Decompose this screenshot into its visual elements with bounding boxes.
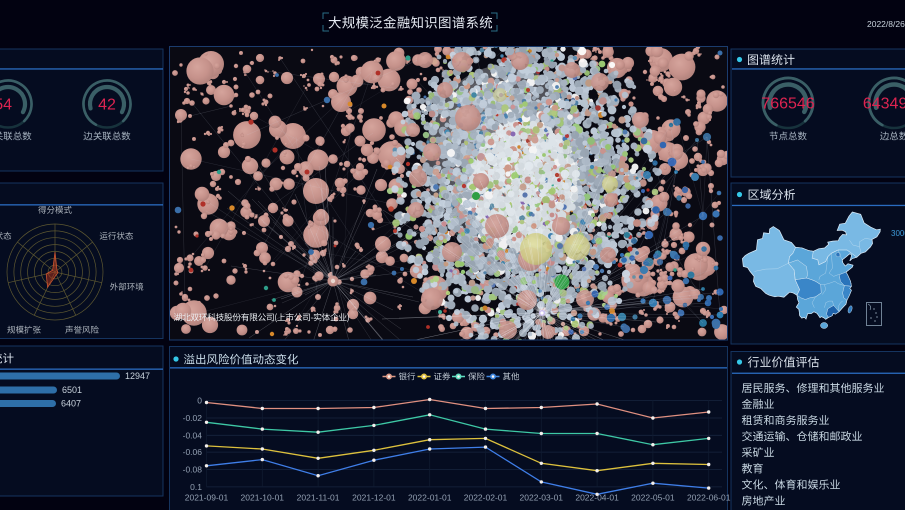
svg-text:42: 42	[98, 97, 116, 114]
svg-text:12947: 12947	[125, 371, 150, 381]
svg-text:54: 54	[0, 97, 12, 114]
svg-text:6407: 6407	[61, 399, 81, 409]
svg-text:2022/8/26: 2022/8/26	[867, 19, 905, 29]
svg-text:6501: 6501	[62, 385, 82, 395]
